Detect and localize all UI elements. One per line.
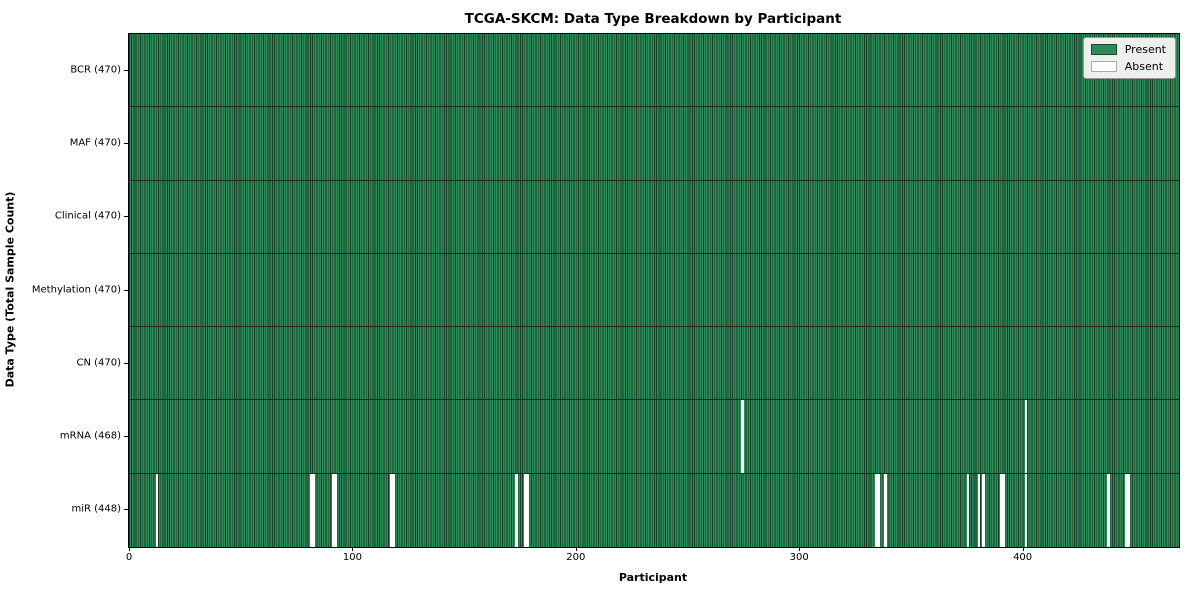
absent-marker — [1024, 400, 1028, 473]
heatmap-row-BCR — [129, 34, 1179, 108]
heatmap-row-mRNA — [129, 400, 1179, 474]
ytick-label-Clinical: Clinical (470) — [54, 210, 121, 222]
ytick-mark — [124, 289, 128, 291]
absent-marker — [1107, 473, 1110, 547]
ytick-label-MAF: MAF (470) — [69, 137, 121, 149]
absent-marker — [524, 473, 527, 547]
absent-marker — [1002, 473, 1005, 547]
xtick-mark — [352, 547, 354, 551]
absent-marker — [740, 400, 744, 473]
absent-marker — [1000, 473, 1003, 547]
ytick-label-miR: miR (448) — [71, 503, 121, 515]
xtick-mark — [575, 547, 577, 551]
heatmap-row-CN — [129, 327, 1179, 401]
absent-marker — [982, 473, 985, 547]
absent-marker — [332, 473, 335, 547]
xtick-mark — [1022, 547, 1024, 551]
xtick-label-300: 300 — [789, 552, 809, 563]
ytick-mark — [124, 142, 128, 144]
absent-swatch-icon — [1090, 61, 1117, 72]
absent-marker — [390, 473, 393, 547]
heatmap-plot-area — [128, 33, 1180, 548]
absent-marker — [1024, 473, 1028, 547]
heatmap-row-MAF — [129, 107, 1179, 181]
absent-marker — [155, 473, 159, 547]
absent-marker — [334, 473, 338, 547]
ytick-label-Methylation: Methylation (470) — [31, 284, 121, 295]
absent-marker — [311, 473, 315, 547]
ytick-label-CN: CN (470) — [76, 357, 121, 369]
absent-marker — [526, 473, 530, 547]
absent-marker — [966, 473, 970, 547]
present-swatch-icon — [1090, 44, 1117, 55]
legend-present-label: Present — [1124, 43, 1166, 56]
absent-marker — [977, 473, 981, 547]
legend-absent-label: Absent — [1124, 60, 1164, 73]
ytick-mark — [124, 436, 128, 438]
heatmap-row-Clinical — [129, 180, 1179, 254]
absent-marker — [515, 473, 518, 547]
heatmap-row-Methylation — [129, 253, 1179, 328]
legend-entry-absent: Absent — [1090, 60, 1166, 73]
legend-entry-present: Present — [1090, 43, 1166, 56]
xtick-mark — [799, 547, 801, 551]
ytick-mark — [124, 216, 128, 218]
absent-marker — [1127, 473, 1131, 547]
absent-marker — [309, 473, 313, 547]
chart-title: TCGA-SKCM: Data Type Breakdown by Partic… — [464, 11, 842, 27]
heatmap-row-miR — [129, 473, 1179, 547]
xtick-label-100: 100 — [342, 552, 362, 563]
xtick-mark — [129, 547, 130, 551]
legend: Present Absent — [1082, 37, 1176, 79]
absent-marker — [392, 473, 396, 547]
ytick-mark — [124, 509, 128, 511]
absent-marker — [883, 473, 887, 547]
xtick-label-400: 400 — [1013, 552, 1033, 563]
ytick-label-mRNA: mRNA (468) — [59, 430, 121, 442]
absent-marker — [1125, 473, 1128, 547]
ytick-mark — [124, 362, 128, 364]
x-axis-label: Participant — [618, 571, 688, 584]
ytick-mark — [124, 69, 128, 71]
absent-marker — [874, 473, 878, 547]
xtick-label-200: 200 — [566, 552, 586, 563]
absent-marker — [877, 473, 880, 547]
ytick-label-BCR: BCR (470) — [70, 64, 121, 76]
xtick-label-0: 0 — [125, 552, 133, 563]
